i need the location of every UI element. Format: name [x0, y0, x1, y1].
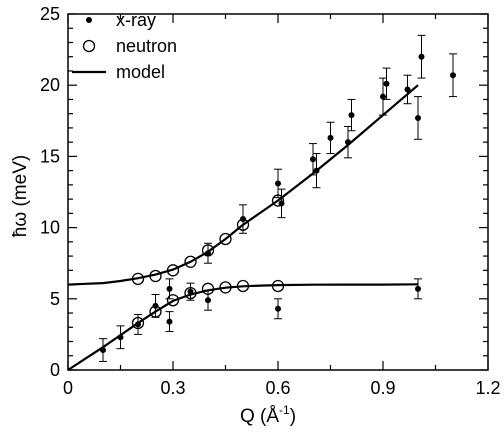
x-axis-label: Q (Å-1): [240, 403, 296, 427]
x-axis-label-close: ): [290, 406, 296, 427]
y-tick-label: 5: [50, 289, 60, 309]
xray-point: [135, 321, 141, 328]
neutron-point: [184, 286, 197, 300]
xray-point: [166, 318, 173, 325]
xray-point: [415, 114, 421, 121]
xray-point: [313, 167, 320, 174]
neutron-point: [149, 269, 162, 283]
legend-mark-neutron: [82, 39, 96, 53]
xray-point: [117, 334, 124, 341]
y-tick-label: 20: [40, 75, 60, 95]
y-tick-label: 10: [40, 218, 60, 238]
xray-point: [404, 86, 411, 93]
xray-point: [205, 297, 211, 304]
tick-labels: 0 0.3 0.6 0.9 1.2 0 5 10 15 20 25: [40, 4, 501, 398]
xray-point: [415, 285, 421, 292]
xray-point: [450, 72, 456, 79]
y-axis-label: ħω (meV): [10, 155, 31, 237]
neutron-point: [131, 272, 145, 286]
neutron-point: [271, 279, 285, 293]
neutron-point: [219, 232, 232, 246]
neutron-point: [236, 218, 250, 231]
xray-point: [348, 112, 355, 119]
xray-point: [205, 250, 211, 257]
neutron-point: [201, 282, 215, 295]
neutron-point: [219, 281, 232, 294]
neutron-point: [149, 305, 162, 318]
xray-point: [100, 347, 106, 354]
y-tick-label: 15: [40, 146, 60, 166]
xray-point: [166, 285, 173, 292]
neutron-point: [236, 279, 250, 293]
x-tick-label: 0: [63, 378, 73, 398]
legend-marks: [72, 17, 106, 74]
model-curve: [67, 84, 419, 286]
x-tick-label: 0.6: [265, 378, 290, 398]
neutron-series: [131, 194, 285, 330]
xray-point: [275, 180, 281, 187]
legend-mark-xray: [86, 17, 92, 23]
x-tick-label: 0.3: [160, 378, 185, 398]
axes: [67, 13, 489, 371]
y-tick-label: 0: [50, 360, 60, 380]
xray-series: [100, 53, 456, 354]
xray-point: [380, 93, 386, 100]
neutron-point: [166, 264, 180, 277]
legend-label-neutron: neutron: [116, 36, 177, 56]
neutron-point: [166, 294, 180, 307]
xray-point: [383, 80, 390, 87]
x-axis-label-main: Q (Å: [240, 406, 279, 427]
legend-label-xray: x-ray: [116, 10, 156, 30]
x-tick-label: 1.2: [475, 378, 500, 398]
y-tick-label: 25: [40, 4, 60, 24]
xray-point: [187, 288, 194, 295]
x-tick-label: 0.9: [370, 378, 395, 398]
xray-point: [345, 139, 351, 146]
x-axis-label-superscript: -1: [279, 403, 290, 417]
xray-point: [310, 156, 316, 163]
xray-point: [327, 134, 334, 141]
neutron-point: [184, 255, 197, 268]
legend: x-ray neutron model: [72, 10, 177, 82]
legend-label-model: model: [116, 62, 165, 82]
neutron-point: [131, 316, 145, 330]
neutron-point: [201, 244, 215, 257]
neutron-point: [271, 194, 285, 207]
xray-point: [418, 53, 425, 60]
xray-point: [275, 305, 281, 312]
